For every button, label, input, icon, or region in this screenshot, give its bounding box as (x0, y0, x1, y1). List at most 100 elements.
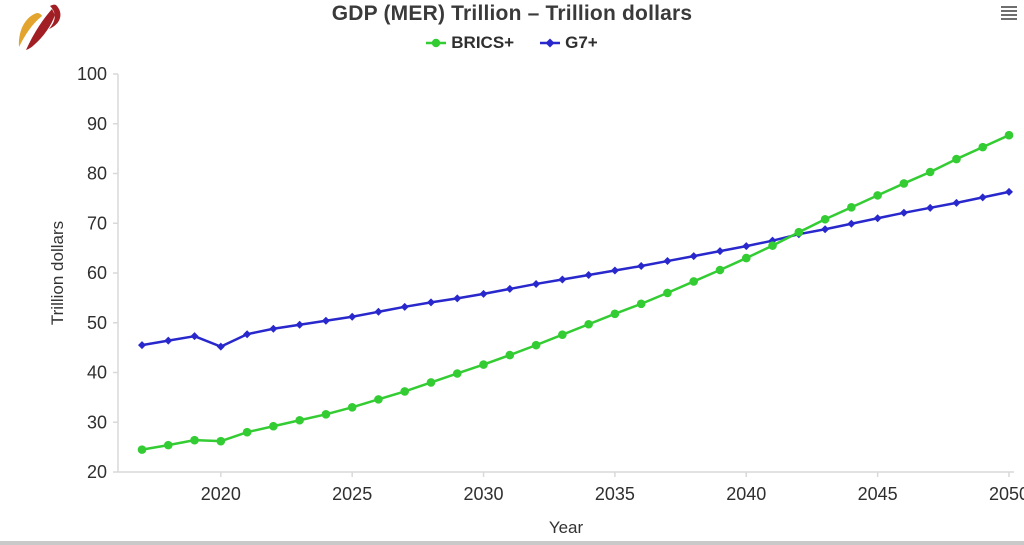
data-point (741, 253, 751, 263)
data-point (636, 299, 646, 309)
data-point (899, 179, 909, 188)
data-point (427, 298, 435, 307)
data-point (558, 275, 567, 284)
data-point (610, 266, 619, 275)
series-brics (137, 130, 1014, 454)
legend-item-brics[interactable]: BRICS+ (426, 33, 514, 53)
data-point (321, 316, 330, 325)
hamburger-icon (1001, 6, 1017, 8)
hamburger-icon (1001, 10, 1017, 12)
data-point (190, 332, 199, 341)
data-point (820, 214, 830, 224)
data-point (899, 208, 908, 217)
hamburger-icon (1001, 14, 1017, 16)
x-tick-label: 2050 (989, 484, 1024, 504)
data-point (663, 257, 672, 266)
data-point (584, 270, 593, 279)
data-point (295, 415, 304, 425)
series-line (141, 190, 1010, 348)
data-point (847, 203, 856, 212)
series-g7 (138, 187, 1013, 351)
data-point (479, 360, 488, 369)
flame-logo-icon (18, 4, 61, 50)
data-point (926, 203, 935, 212)
y-tick-label: 20 (87, 462, 107, 482)
logo-red-tail (26, 9, 55, 50)
data-point (295, 320, 304, 329)
y-tick-label: 70 (87, 213, 107, 233)
data-point (1004, 130, 1014, 140)
data-point (978, 142, 988, 152)
data-point (689, 277, 699, 286)
page-bottom-edge (0, 541, 1024, 545)
data-point (137, 445, 147, 454)
data-point (348, 312, 357, 321)
data-point (715, 265, 725, 275)
data-point (216, 436, 226, 446)
data-point (479, 289, 488, 298)
data-point (452, 369, 462, 378)
y-tick-label: 80 (87, 164, 107, 184)
data-point (794, 227, 804, 237)
chart-legend: BRICS+ G7+ (0, 33, 1024, 53)
y-tick-label: 30 (87, 412, 107, 432)
data-point (768, 241, 777, 250)
data-point (952, 198, 961, 207)
x-tick-label: 2035 (595, 484, 635, 504)
x-tick-label: 2020 (201, 484, 241, 504)
g7-series-marker-icon (540, 38, 561, 48)
data-point (138, 341, 146, 350)
data-point (269, 324, 278, 333)
data-point (216, 342, 225, 351)
x-axis-title: Year (548, 518, 584, 537)
data-point (847, 219, 856, 228)
y-tick-label: 60 (87, 263, 107, 283)
data-point (584, 319, 593, 329)
data-point (453, 294, 462, 303)
data-point (610, 309, 620, 319)
y-tick-label: 100 (77, 64, 107, 84)
data-point (821, 225, 830, 234)
brics-series-marker-icon (426, 38, 447, 48)
data-point (952, 154, 961, 164)
data-point (689, 252, 698, 261)
data-point (400, 387, 410, 396)
data-point (242, 427, 252, 437)
y-axis-title: Trillion dollars (48, 220, 67, 326)
y-tick-label: 90 (87, 114, 107, 134)
data-point (347, 403, 357, 412)
data-point (505, 284, 514, 293)
data-point (532, 279, 541, 288)
legend-label-g7: G7+ (565, 33, 598, 52)
series-line (141, 134, 1010, 451)
logo-red-flame (49, 4, 61, 29)
data-point (873, 214, 882, 223)
data-point (925, 167, 935, 177)
data-point (505, 350, 515, 360)
data-point (1005, 187, 1013, 196)
y-tick-label: 40 (87, 363, 107, 383)
data-point (716, 247, 724, 256)
data-point (374, 307, 383, 316)
legend-label-brics: BRICS+ (451, 33, 515, 52)
data-point (426, 378, 436, 387)
data-point (374, 395, 383, 404)
data-point (978, 193, 987, 202)
data-point (637, 262, 646, 271)
chart-context-menu-button[interactable] (997, 4, 1017, 22)
data-point (269, 421, 278, 431)
y-tick-label: 50 (87, 313, 107, 333)
x-tick-label: 2030 (464, 484, 504, 504)
data-point (243, 330, 252, 339)
legend-item-g7[interactable]: G7+ (540, 33, 598, 53)
data-point (531, 340, 541, 350)
hamburger-icon (1001, 18, 1017, 20)
chart-title: GDP (MER) Trillion – Trillion dollars (331, 2, 693, 25)
data-point (400, 302, 409, 311)
data-point (558, 330, 567, 339)
data-point (321, 409, 331, 419)
x-tick-label: 2040 (726, 484, 766, 504)
logo-yellow-petal (18, 13, 42, 47)
